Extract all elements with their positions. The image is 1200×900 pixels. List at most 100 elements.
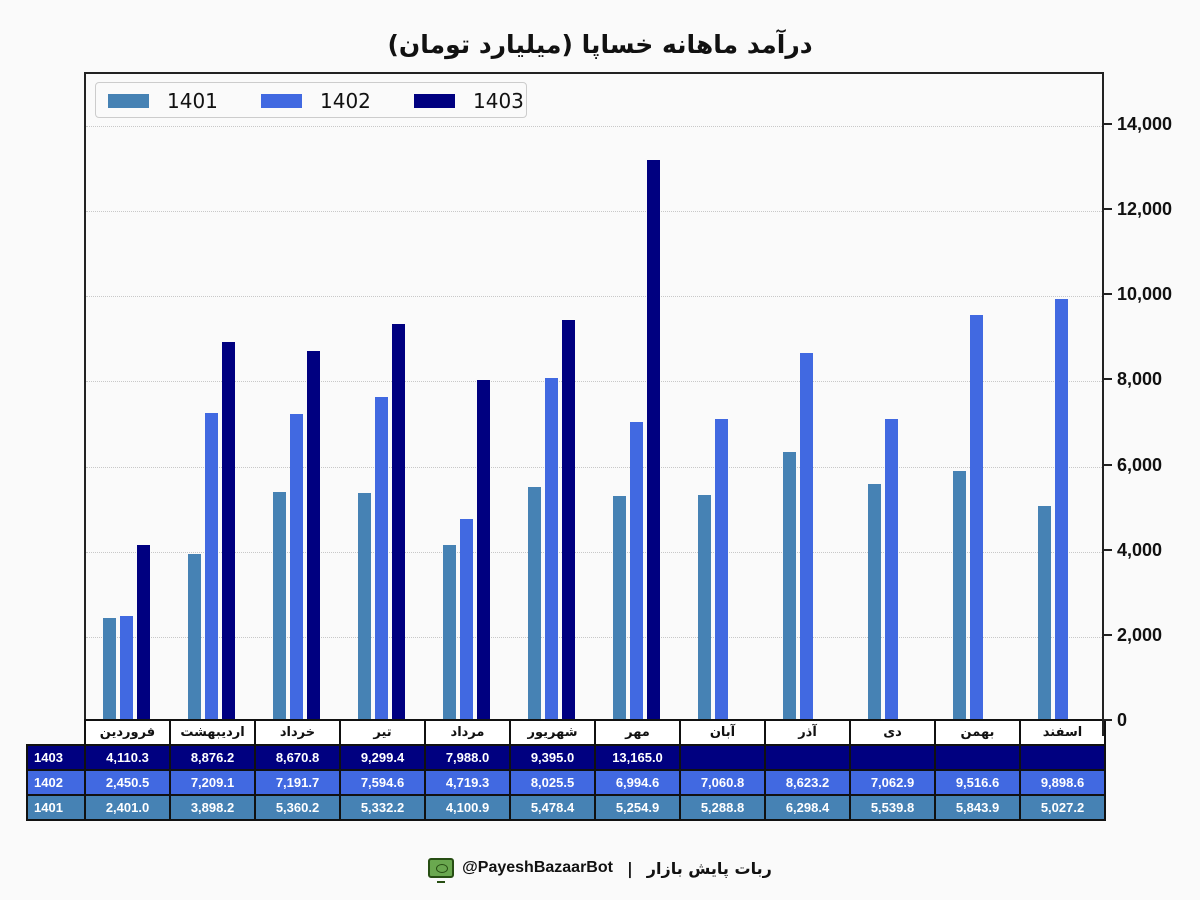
y-tick bbox=[1104, 719, 1112, 721]
y-tick-label: 0 bbox=[1117, 710, 1128, 730]
table-row-1403: 1403 4,110.3 8,876.2 8,670.8 9,299.4 7,988.0 9… bbox=[26, 744, 1106, 771]
table-month-header: تیر bbox=[339, 719, 426, 746]
bar-1402 bbox=[1055, 298, 1068, 720]
footer-separator: | bbox=[626, 858, 633, 878]
table-month-header: شهریور bbox=[509, 719, 596, 746]
table-cell: 4,110.3 bbox=[84, 744, 171, 771]
table-month-header: آبان bbox=[679, 719, 766, 746]
bar-1401 bbox=[443, 545, 456, 720]
table-month-header: اردیبهشت bbox=[169, 719, 256, 746]
footer-watermark: @PayeshBazaarBot | ربات پایش بازار bbox=[0, 858, 1200, 883]
data-table: فروردین اردیبهشت خرداد تیر مرداد شهریور مهر آبا… bbox=[26, 719, 1106, 821]
table-cell bbox=[679, 744, 766, 771]
y-tick-label: 14,000 bbox=[1117, 114, 1173, 134]
bar-1401 bbox=[953, 471, 966, 720]
table-cell: 7,191.7 bbox=[254, 769, 341, 796]
table-cell: 5,288.8 bbox=[679, 794, 766, 821]
bar-1403 bbox=[392, 324, 405, 720]
bar-1402 bbox=[375, 396, 388, 720]
gridline bbox=[86, 126, 1102, 127]
table-cell: 4,100.9 bbox=[424, 794, 511, 821]
bar-1402 bbox=[630, 422, 643, 720]
y-tick bbox=[1104, 548, 1112, 551]
table-month-header: خرداد bbox=[254, 719, 341, 746]
y-tick-label: 6,000 bbox=[1117, 454, 1163, 475]
table-cell: 6,994.6 bbox=[594, 769, 681, 796]
bar-1401 bbox=[783, 451, 796, 720]
gridline bbox=[86, 551, 1102, 553]
legend-label: 1402 bbox=[320, 89, 371, 113]
y-tick-label: 2,000 bbox=[1117, 624, 1163, 645]
y-tick bbox=[1104, 633, 1112, 636]
legend-label: 1401 bbox=[167, 89, 218, 113]
bar-1402 bbox=[970, 314, 983, 720]
legend-swatch bbox=[261, 94, 302, 108]
bar-1403 bbox=[647, 159, 660, 720]
gridline bbox=[86, 636, 1102, 638]
table-cell: 3,898.2 bbox=[169, 794, 256, 821]
legend-item-1401: 1401 bbox=[108, 83, 218, 119]
y-tick bbox=[1104, 378, 1112, 381]
table-cell bbox=[934, 744, 1021, 771]
y-tick bbox=[1104, 123, 1112, 125]
plot-area bbox=[84, 72, 1104, 720]
y-tick bbox=[1104, 293, 1112, 296]
table-month-header: مهر bbox=[594, 719, 681, 746]
table-row-label: 1402 bbox=[26, 769, 86, 796]
table-corner bbox=[27, 720, 85, 745]
table-row-1402: 1402 2,450.5 7,209.1 7,191.7 7,594.6 4,719.3 8… bbox=[26, 769, 1106, 796]
legend-swatch bbox=[108, 94, 149, 108]
table-cell: 6,298.4 bbox=[764, 794, 851, 821]
y-tick-label: 8,000 bbox=[1117, 369, 1163, 390]
table-cell: 5,843.9 bbox=[934, 794, 1021, 821]
bar-1401 bbox=[868, 484, 881, 720]
gridline bbox=[86, 296, 1102, 298]
table-month-header: اسفند bbox=[1019, 719, 1106, 746]
table-cell: 5,539.8 bbox=[849, 794, 936, 821]
table-row-label: 1401 bbox=[26, 794, 86, 821]
table-cell: 7,594.6 bbox=[339, 769, 426, 796]
table-cell: 8,670.8 bbox=[254, 744, 341, 771]
table-month-header: فروردین bbox=[84, 719, 171, 746]
legend-label: 1403 bbox=[473, 89, 524, 113]
table-cell: 7,062.9 bbox=[849, 769, 936, 796]
bar-1402 bbox=[800, 352, 813, 720]
table-month-header: آذر bbox=[764, 719, 851, 746]
bar-1402 bbox=[460, 519, 473, 720]
y-tick-label: 12,000 bbox=[1117, 199, 1173, 220]
table-cell bbox=[849, 744, 936, 771]
table-cell: 8,623.2 bbox=[764, 769, 851, 796]
table-cell: 8,025.5 bbox=[509, 769, 596, 796]
table-row-1401: 1401 2,401.0 3,898.2 5,360.2 5,332.2 4,100.9 5… bbox=[26, 794, 1106, 821]
bar-1401 bbox=[1038, 506, 1051, 720]
table-cell: 7,988.0 bbox=[424, 744, 511, 771]
legend-item-1402: 1402 bbox=[261, 83, 371, 119]
table-row-label: 1403 bbox=[26, 744, 86, 771]
bar-1403 bbox=[137, 545, 150, 720]
bar-1402 bbox=[715, 419, 728, 720]
table-cell: 9,898.6 bbox=[1019, 769, 1106, 796]
table-cell: 9,395.0 bbox=[509, 744, 596, 771]
table-cell bbox=[764, 744, 851, 771]
y-tick bbox=[1104, 463, 1112, 466]
table-cell bbox=[1019, 744, 1106, 771]
table-cell: 7,060.8 bbox=[679, 769, 766, 796]
table-month-header: دی bbox=[849, 719, 936, 746]
bar-1402 bbox=[205, 413, 218, 720]
bot-monitor-icon bbox=[428, 858, 455, 883]
table-cell: 2,401.0 bbox=[84, 794, 171, 821]
table-cell: 5,332.2 bbox=[339, 794, 426, 821]
bar-1401 bbox=[698, 494, 711, 720]
legend-swatch bbox=[414, 94, 455, 108]
bar-1401 bbox=[528, 486, 541, 720]
chart-title: درآمد ماهانه خساپا (میلیارد تومان) bbox=[387, 30, 813, 59]
bar-1403 bbox=[477, 379, 490, 720]
y-axis-line bbox=[1102, 72, 1104, 736]
table-month-header: بهمن bbox=[934, 719, 1021, 746]
table-cell: 7,209.1 bbox=[169, 769, 256, 796]
gridline bbox=[86, 381, 1102, 383]
bar-1401 bbox=[613, 496, 626, 720]
bar-1402 bbox=[120, 615, 133, 720]
bar-1402 bbox=[545, 378, 558, 720]
table-cell: 5,254.9 bbox=[594, 794, 681, 821]
